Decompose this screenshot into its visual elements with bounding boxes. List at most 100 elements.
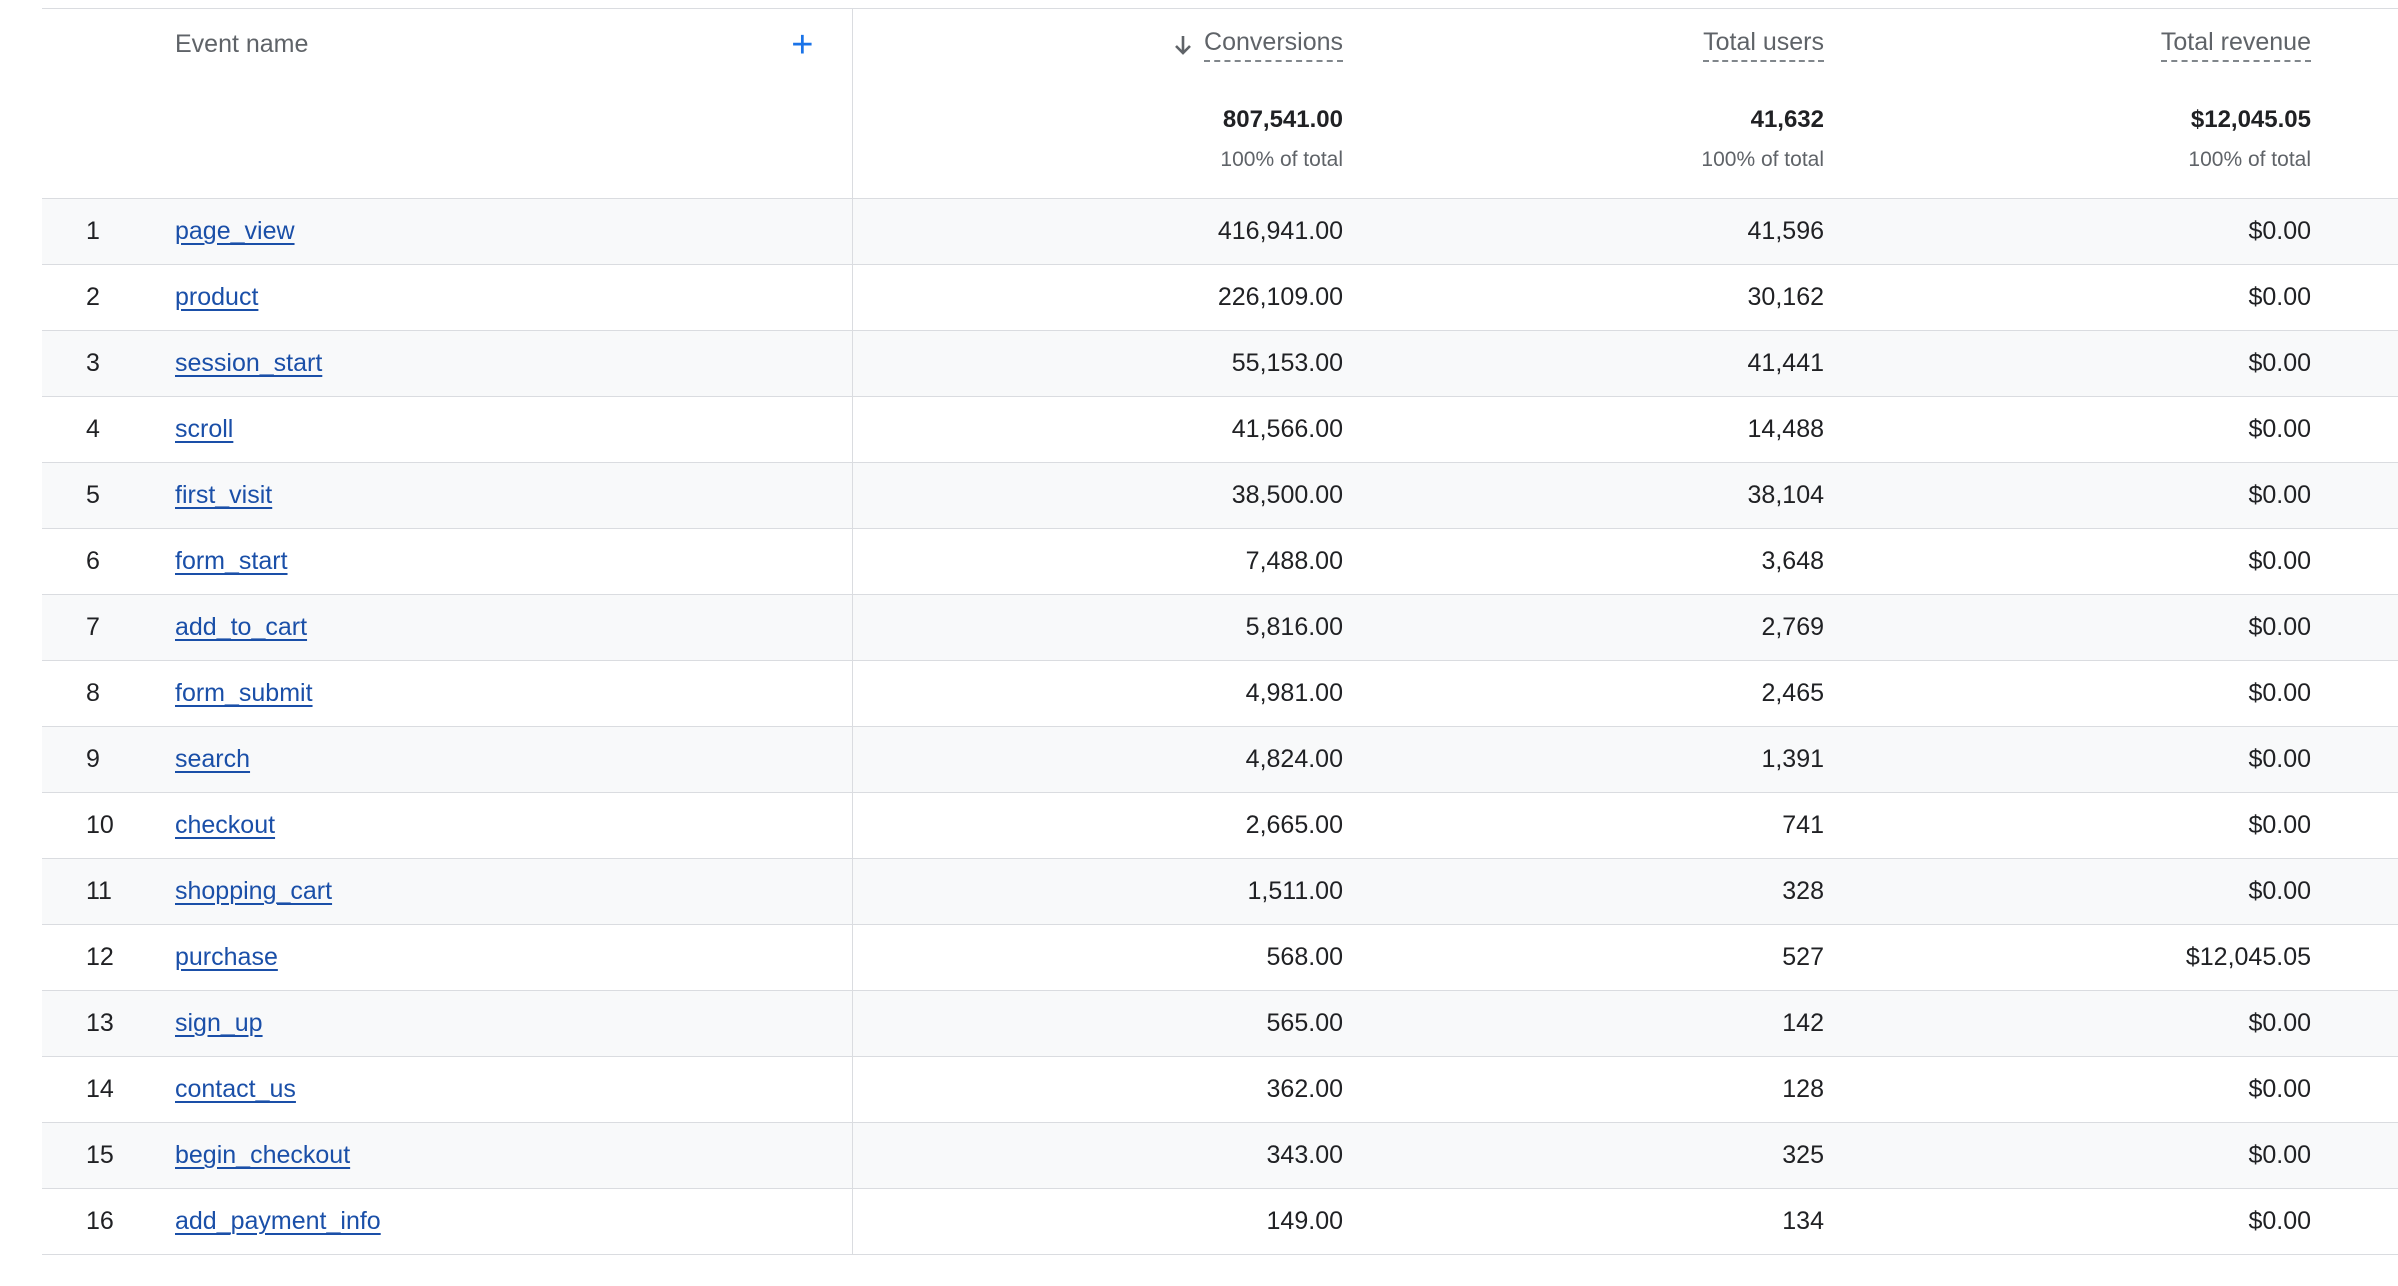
total-revenue-cell: $0.00 <box>1824 594 2311 661</box>
event-name-link[interactable]: search <box>175 745 251 773</box>
event-name-header[interactable]: Event name <box>175 30 309 58</box>
total-users-header[interactable]: Total users <box>1703 28 1824 62</box>
conversions-cell: 2,665.00 <box>852 792 1343 859</box>
total-users-cell: 328 <box>1343 858 1824 925</box>
total-revenue-header-cell: Total revenue <box>1824 8 2311 80</box>
conversions-cell: 5,816.00 <box>852 594 1343 661</box>
add-dimension-button[interactable]: + <box>791 26 813 64</box>
table-row: 3 session_start 55,153.00 41,441 $0.00 <box>42 330 2398 397</box>
event-name-cell: sign_up <box>175 990 853 1057</box>
total-users-header-cell: Total users <box>1343 8 1824 80</box>
row-rank: 12 <box>42 924 175 991</box>
table-row: 7 add_to_cart 5,816.00 2,769 $0.00 <box>42 594 2398 661</box>
row-rank: 15 <box>42 1122 175 1189</box>
event-name-link[interactable]: page_view <box>175 217 295 245</box>
event-name-link[interactable]: add_to_cart <box>175 613 308 641</box>
table-row: 2 product 226,109.00 30,162 $0.00 <box>42 264 2398 331</box>
total-users-cell: 30,162 <box>1343 264 1824 331</box>
event-name-link[interactable]: add_payment_info <box>175 1207 381 1235</box>
event-name-link[interactable]: sign_up <box>175 1009 263 1037</box>
event-name-link[interactable]: session_start <box>175 349 323 377</box>
row-rank: 11 <box>42 858 175 925</box>
total-users-cell: 2,465 <box>1343 660 1824 727</box>
event-name-cell: contact_us <box>175 1056 853 1123</box>
table-row: 9 search 4,824.00 1,391 $0.00 <box>42 726 2398 793</box>
event-name-link[interactable]: first_visit <box>175 481 273 509</box>
row-rank: 9 <box>42 726 175 793</box>
event-name-header-cell: Event name + <box>175 8 853 80</box>
total-users-cell: 1,391 <box>1343 726 1824 793</box>
total-users-cell: 41,596 <box>1343 198 1824 265</box>
conversions-cell: 4,824.00 <box>852 726 1343 793</box>
event-name-link[interactable]: contact_us <box>175 1075 296 1103</box>
rank-header-cell <box>42 8 175 80</box>
event-name-link[interactable]: purchase <box>175 943 278 971</box>
table-row: 15 begin_checkout 343.00 325 $0.00 <box>42 1122 2398 1189</box>
event-name-cell: session_start <box>175 330 853 397</box>
total-revenue-cell: $0.00 <box>1824 1122 2311 1189</box>
revenue-total-percent: 100% of total <box>2188 148 2311 171</box>
total-revenue-cell: $12,045.05 <box>1824 924 2311 991</box>
total-users-cell: 3,648 <box>1343 528 1824 595</box>
row-rank: 4 <box>42 396 175 463</box>
total-revenue-cell: $0.00 <box>1824 396 2311 463</box>
table-row: 13 sign_up 565.00 142 $0.00 <box>42 990 2398 1057</box>
plus-icon: + <box>791 23 814 66</box>
table-row: 1 page_view 416,941.00 41,596 $0.00 <box>42 198 2398 265</box>
total-users-cell: 128 <box>1343 1056 1824 1123</box>
conversions-cell: 149.00 <box>852 1188 1343 1255</box>
event-name-cell: page_view <box>175 198 853 265</box>
revenue-total: $12,045.05 <box>2190 106 2311 133</box>
conversions-header-cell: Conversions <box>852 8 1343 80</box>
event-name-cell: first_visit <box>175 462 853 529</box>
conversions-cell: 7,488.00 <box>852 528 1343 595</box>
event-name-cell: product <box>175 264 853 331</box>
event-name-link[interactable]: begin_checkout <box>175 1141 351 1169</box>
total-users-cell: 14,488 <box>1343 396 1824 463</box>
total-revenue-cell: $0.00 <box>1824 660 2311 727</box>
table-row: 4 scroll 41,566.00 14,488 $0.00 <box>42 396 2398 463</box>
row-rank: 10 <box>42 792 175 859</box>
arrow-down-icon[interactable] <box>1174 35 1192 55</box>
total-revenue-header[interactable]: Total revenue <box>2160 28 2311 62</box>
conversions-cell: 568.00 <box>852 924 1343 991</box>
total-revenue-cell: $0.00 <box>1824 264 2311 331</box>
row-rank: 8 <box>42 660 175 727</box>
total-revenue-cell: $0.00 <box>1824 330 2311 397</box>
event-name-link[interactable]: checkout <box>175 811 276 839</box>
event-name-cell: search <box>175 726 853 793</box>
row-rank: 1 <box>42 198 175 265</box>
event-name-cell: scroll <box>175 396 853 463</box>
conversions-cell: 41,566.00 <box>852 396 1343 463</box>
row-rank: 14 <box>42 1056 175 1123</box>
total-users-cell: 741 <box>1343 792 1824 859</box>
table-row: 12 purchase 568.00 527 $12,045.05 <box>42 924 2398 991</box>
total-revenue-cell: $0.00 <box>1824 1056 2311 1123</box>
event-name-link[interactable]: scroll <box>175 415 234 443</box>
total-revenue-cell: $0.00 <box>1824 462 2311 529</box>
column-header-row: Event name + Conversions Total users <box>42 8 2398 80</box>
event-name-cell: form_submit <box>175 660 853 727</box>
event-name-link[interactable]: form_submit <box>175 679 313 707</box>
event-name-link[interactable]: shopping_cart <box>175 877 333 905</box>
conversions-cell: 416,941.00 <box>852 198 1343 265</box>
total-users-cell: 2,769 <box>1343 594 1824 661</box>
event-name-cell: add_payment_info <box>175 1188 853 1255</box>
table-row: 16 add_payment_info 149.00 134 $0.00 <box>42 1188 2398 1255</box>
table-body: 1 page_view 416,941.00 41,596 $0.00 2 product 2… <box>42 198 2398 1255</box>
events-table-container: Event name + Conversions Total users <box>42 8 2398 1255</box>
conversions-total: 807,541.00 <box>1222 106 1343 133</box>
total-revenue-cell: $0.00 <box>1824 528 2311 595</box>
event-name-link[interactable]: form_start <box>175 547 288 575</box>
conversions-header[interactable]: Conversions <box>1204 28 1343 62</box>
event-name-cell: purchase <box>175 924 853 991</box>
total-revenue-cell: $0.00 <box>1824 858 2311 925</box>
conversions-total-cell: 807,541.00 100% of total <box>852 80 1343 199</box>
total-users-cell: 527 <box>1343 924 1824 991</box>
events-table: Event name + Conversions Total users <box>42 8 2398 1255</box>
event-name-link[interactable]: product <box>175 283 259 311</box>
total-revenue-cell: $0.00 <box>1824 990 2311 1057</box>
table-row: 8 form_submit 4,981.00 2,465 $0.00 <box>42 660 2398 727</box>
table-row: 10 checkout 2,665.00 741 $0.00 <box>42 792 2398 859</box>
conversions-cell: 1,511.00 <box>852 858 1343 925</box>
